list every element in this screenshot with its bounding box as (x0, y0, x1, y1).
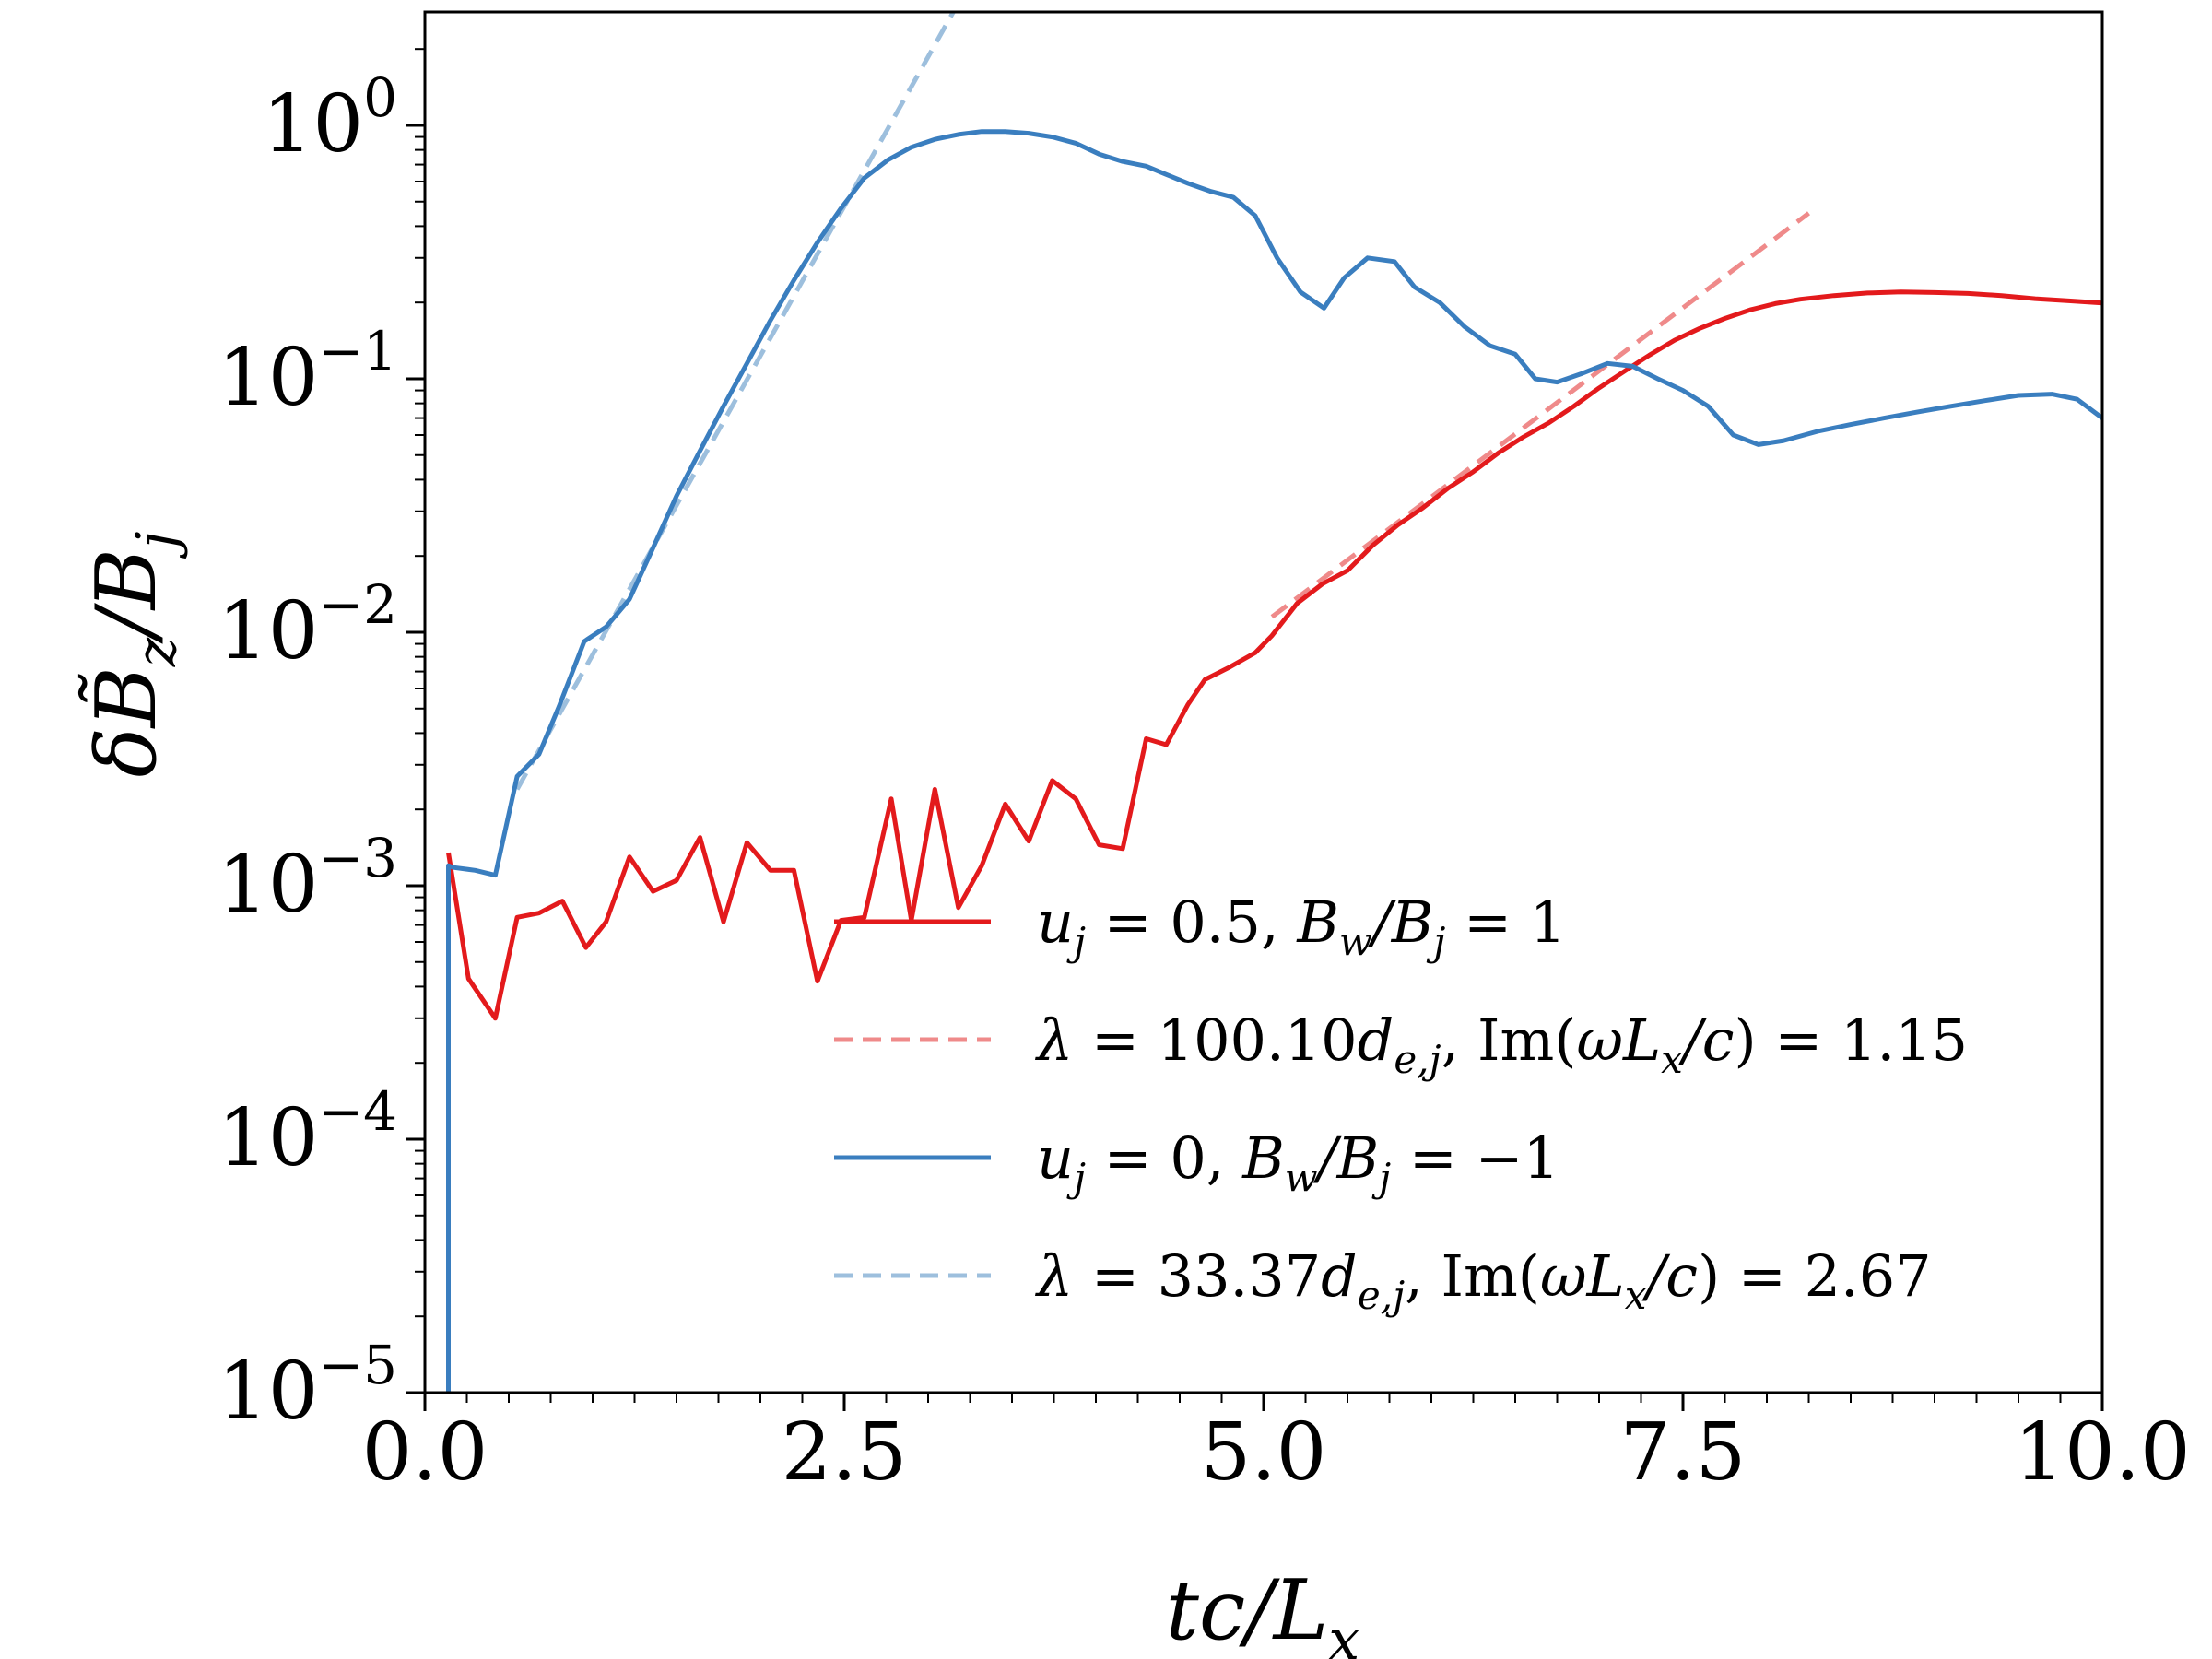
y-tick-label: 100 (263, 66, 397, 171)
legend-label-blue-dashed: λ = 33.37de,j, Im(ωLx/c) = 2.67 (1034, 1242, 1932, 1318)
y-tick-label: 10−5 (218, 1334, 397, 1438)
series-layer (446, 12, 2102, 1393)
x-tick-label: 5.0 (1201, 1406, 1327, 1499)
x-tick-label: 0.0 (362, 1406, 488, 1499)
x-axis-ticks: 0.0 2.5 5.0 7.5 10.0 (362, 1393, 2191, 1499)
legend-label-blue-solid: uj = 0, Bw/Bj = −1 (1037, 1124, 1559, 1200)
series-line-3 (446, 129, 2102, 1393)
series-line-4 (514, 12, 956, 791)
series-line-2 (1270, 211, 1811, 619)
y-tick-label: 10−3 (218, 827, 397, 931)
x-tick-label: 2.5 (782, 1406, 908, 1499)
y-tick-label: 10−1 (218, 320, 397, 424)
y-tick-label: 10−4 (218, 1080, 397, 1184)
y-axis-label: δB̃z/Bj (78, 531, 189, 777)
x-tick-label: 10.0 (2014, 1406, 2190, 1499)
series-line-1 (446, 289, 2102, 1021)
legend: uj = 0.5, Bw/Bj = 1 λ = 100.10de,j, Im(ω… (834, 888, 1968, 1318)
legend-label-red-dashed: λ = 100.10de,j, Im(ωLx/c) = 1.15 (1034, 1006, 1968, 1082)
x-tick-label: 7.5 (1620, 1406, 1747, 1499)
y-axis-ticks: 100 10−1 10−2 10−3 10−4 10−5 (218, 48, 425, 1438)
legend-label-red-solid: uj = 0.5, Bw/Bj = 1 (1037, 888, 1566, 964)
plot-frame (423, 10, 2104, 1394)
x-axis-label: tc/Lx (1166, 1562, 1360, 1659)
y-tick-label: 10−2 (218, 573, 397, 677)
